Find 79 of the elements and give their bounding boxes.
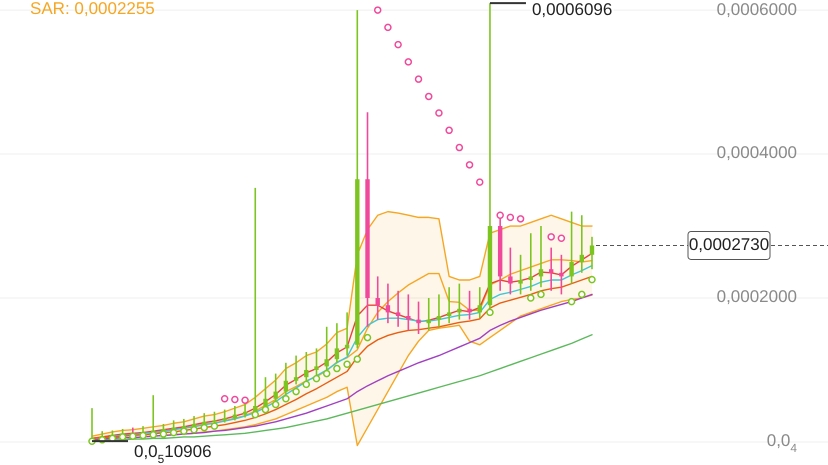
point [190,426,198,434]
candlestick [467,290,472,320]
y-tick-label: 0,0$_{4}$ [766,431,798,456]
point [241,396,249,404]
y-tick-label: 0,0002000 [716,287,797,306]
point [456,144,464,152]
point [118,433,126,441]
point [374,6,382,14]
point [343,360,351,368]
candlestick [376,276,380,320]
point [404,58,412,66]
candlestick [232,405,238,422]
candlestick [538,225,544,288]
candlestick [294,354,298,386]
point [537,290,545,298]
point [170,428,178,436]
point [252,410,260,418]
candlestick [406,294,411,332]
point [231,396,239,404]
point [282,395,290,403]
candlestick [508,246,513,296]
point [568,298,576,306]
point [476,178,484,186]
point [292,388,300,396]
candlestick [222,408,227,424]
candlestick [548,246,554,292]
point [220,395,228,403]
ref-line-label: 0,0002730 [688,234,770,254]
y-tick-label: 0,0006000 [716,0,797,20]
point [506,214,514,222]
point [354,355,362,363]
annotation: 0,0$_{5}$10906 [134,442,212,465]
point [547,233,555,241]
y-tick-label: 0,0004000 [716,144,797,163]
point [180,427,188,435]
point [496,211,504,219]
annotation: SAR: 0,0002255 [30,0,155,18]
point [272,400,280,408]
point [414,75,422,83]
point [516,215,524,223]
candlestick [569,210,574,284]
candlestick [528,232,533,292]
candlestick [344,312,350,356]
candlestick [446,286,452,324]
point [322,370,330,378]
point [384,24,392,32]
point [466,161,474,169]
point [527,294,535,302]
candlestick [386,282,390,324]
candlestick [457,282,462,320]
point [588,276,596,284]
point [394,40,402,48]
point [160,430,168,438]
point [200,424,208,432]
candlestick [518,254,523,296]
point [578,290,586,298]
candlestick [590,236,594,270]
point [364,334,372,342]
point [424,92,432,100]
point [486,308,494,316]
candlestick [478,286,482,319]
candlestick [426,297,431,332]
point [262,406,270,414]
candlestick [396,290,400,328]
annotation: 0,0006096 [532,0,612,20]
candlestick [334,322,340,364]
point [312,374,320,382]
point [558,234,566,242]
point [302,380,310,388]
point [210,422,218,430]
point [139,432,147,440]
candlestick [559,254,564,296]
point [129,432,137,440]
candlestick [436,294,442,328]
point [435,109,443,117]
point [149,431,157,439]
point [445,126,453,134]
candlestick [580,214,584,274]
point [333,364,341,372]
